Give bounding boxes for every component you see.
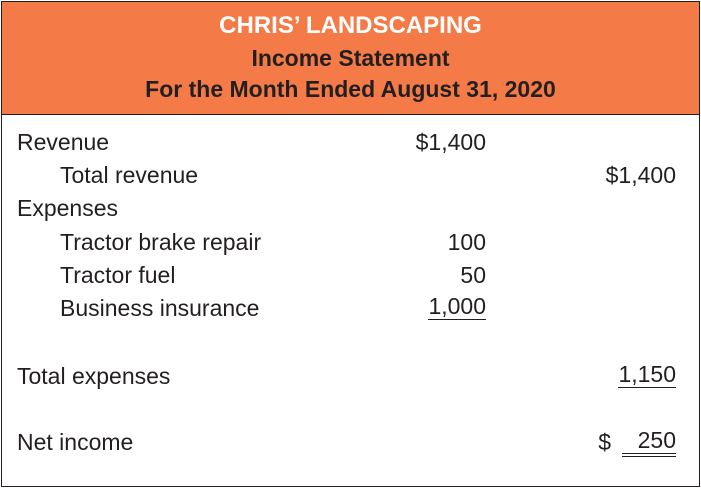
statement-period: For the Month Ended August 31, 2020 [145,76,556,102]
revenue-row: Revenue $1,400 [2,127,699,157]
statement-header: CHRIS’ LANDSCAPING Income Statement For … [2,2,699,115]
tractor-brake-label: Tractor brake repair [60,229,262,255]
tractor-brake-row: Tractor brake repair 100 [2,227,699,257]
company-name: CHRIS’ LANDSCAPING [219,12,482,39]
tractor-fuel-row: Tractor fuel 50 [2,260,699,290]
tractor-brake-amount: 100 [447,229,486,255]
total-revenue-label: Total revenue [60,162,199,188]
revenue-amount: $1,400 [415,129,486,155]
net-income-amount: 250 [621,427,676,457]
tractor-fuel-label: Tractor fuel [60,262,176,288]
net-income-label: Net income [17,429,134,455]
revenue-label: Revenue [17,129,110,155]
total-expenses-label: Total expenses [17,363,171,389]
insurance-row: Business insurance 1,000 [2,293,699,323]
total-expenses-row: Total expenses 1,150 [2,361,699,391]
net-income-row: Net income $ 250 [2,427,699,457]
insurance-amount: 1,000 [428,293,486,320]
expenses-row: Expenses [2,193,699,223]
tractor-fuel-amount: 50 [460,262,486,288]
statement-title: Income Statement [251,45,450,71]
expenses-label: Expenses [17,195,119,221]
total-revenue-amount: $1,400 [605,162,676,188]
total-expenses-amount: 1,150 [618,361,676,388]
insurance-label: Business insurance [60,295,260,321]
total-revenue-row: Total revenue $1,400 [2,160,699,190]
net-income-currency: $ [598,429,611,455]
